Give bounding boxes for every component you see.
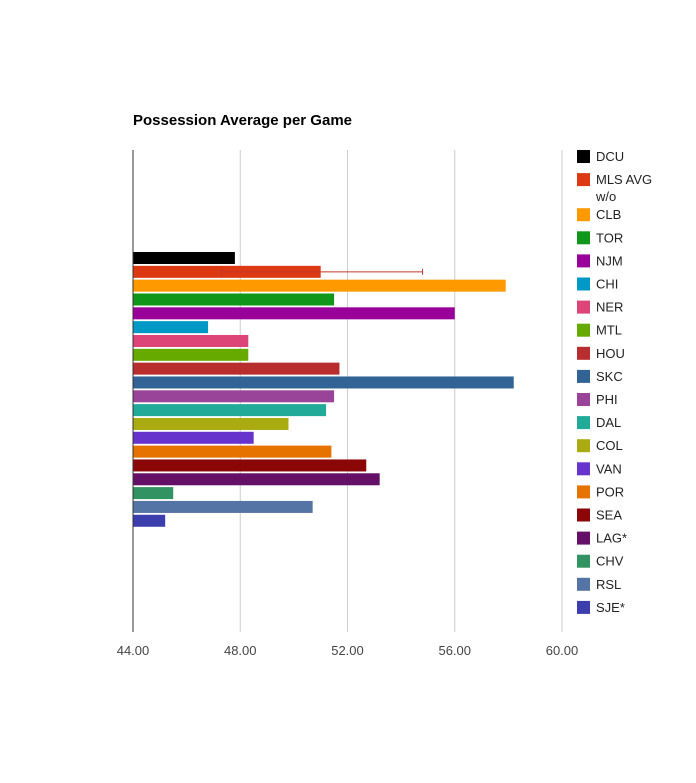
legend-label-sje: SJE* <box>596 600 625 615</box>
bar-chi <box>133 321 209 334</box>
bar-hou <box>133 362 340 375</box>
legend-swatch-tor <box>577 231 590 245</box>
legend-label-chi: CHI <box>596 277 618 292</box>
legend-label-mtl: MTL <box>596 323 622 338</box>
legend-label-lag: LAG* <box>596 531 627 546</box>
bar-ner <box>133 334 249 347</box>
legend-label-tor: TOR <box>596 230 623 245</box>
chart-title: Possession Average per Game <box>133 112 352 129</box>
legend-swatch-njm <box>577 254 590 268</box>
bar-dal <box>133 404 327 417</box>
legend-label-skc: SKC <box>596 369 623 384</box>
legend-swatch-rsl <box>577 577 590 591</box>
bar-sea <box>133 459 367 472</box>
bar-clb <box>133 279 506 292</box>
legend-label-clb: CLB <box>596 207 621 222</box>
x-axis-ticks: 44.00 48.00 52.00 56.00 60.00 <box>117 643 579 658</box>
error-bars <box>220 268 424 275</box>
bar-lag <box>133 473 380 486</box>
bar-phi <box>133 390 335 403</box>
x-tick-label: 60.00 <box>546 643 579 658</box>
bar-dcu <box>133 252 235 264</box>
legend-label-van: VAN <box>596 461 622 476</box>
x-tick-label: 56.00 <box>438 643 471 658</box>
legend-swatch-col <box>577 439 590 453</box>
legend-swatch-mls-avg-w-o <box>577 173 590 187</box>
legend-label-mls-avg-w-o: MLS AVG w/o <box>595 172 652 204</box>
legend-label-col: COL <box>596 438 623 453</box>
legend-swatch-clb <box>577 208 590 222</box>
bar-sje <box>133 514 166 527</box>
legend-swatch-sea <box>577 508 590 522</box>
legend-label-rsl: RSL <box>596 577 621 592</box>
legend-label-njm: NJM <box>596 253 623 268</box>
legend-swatch-mtl <box>577 323 590 337</box>
bar-tor <box>133 293 335 306</box>
bar-por <box>133 445 332 458</box>
legend-swatch-sje <box>577 600 590 614</box>
legend-swatch-chv <box>577 554 590 568</box>
bar-col <box>133 417 289 430</box>
legend-label-sea: SEA <box>596 508 622 523</box>
legend-swatch-ner <box>577 300 590 314</box>
legend-swatch-por <box>577 485 590 499</box>
legend-label-phi: PHI <box>596 392 618 407</box>
legend-label-dcu: DCU <box>596 149 624 164</box>
legend-label-chv: CHV <box>596 554 624 569</box>
legend-swatch-phi <box>577 393 590 406</box>
bar-njm <box>133 307 455 320</box>
legend-swatch-dal <box>577 416 590 430</box>
bar-skc <box>133 376 514 389</box>
bars <box>133 252 514 527</box>
legend-swatch-dcu <box>577 150 590 163</box>
legend-swatch-chi <box>577 277 590 291</box>
legend: DCU MLS AVG w/o CLB TOR NJM CHI NER MTL HOU SKC PHI… <box>577 149 652 615</box>
legend-swatch-hou <box>577 346 590 360</box>
bar-chv <box>133 487 174 500</box>
legend-label-dal: DAL <box>596 415 621 430</box>
bar-rsl <box>133 500 313 513</box>
x-tick-label: 48.00 <box>224 643 257 658</box>
x-tick-label: 52.00 <box>331 643 364 658</box>
legend-swatch-van <box>577 462 590 476</box>
legend-swatch-skc <box>577 369 590 383</box>
legend-label-hou: HOU <box>596 346 625 361</box>
legend-label-por: POR <box>596 484 624 499</box>
legend-label-ner: NER <box>596 300 623 315</box>
bar-van <box>133 431 254 444</box>
bar-mtl <box>133 348 249 361</box>
legend-swatch-lag <box>577 531 590 545</box>
x-tick-label: 44.00 <box>117 643 150 658</box>
